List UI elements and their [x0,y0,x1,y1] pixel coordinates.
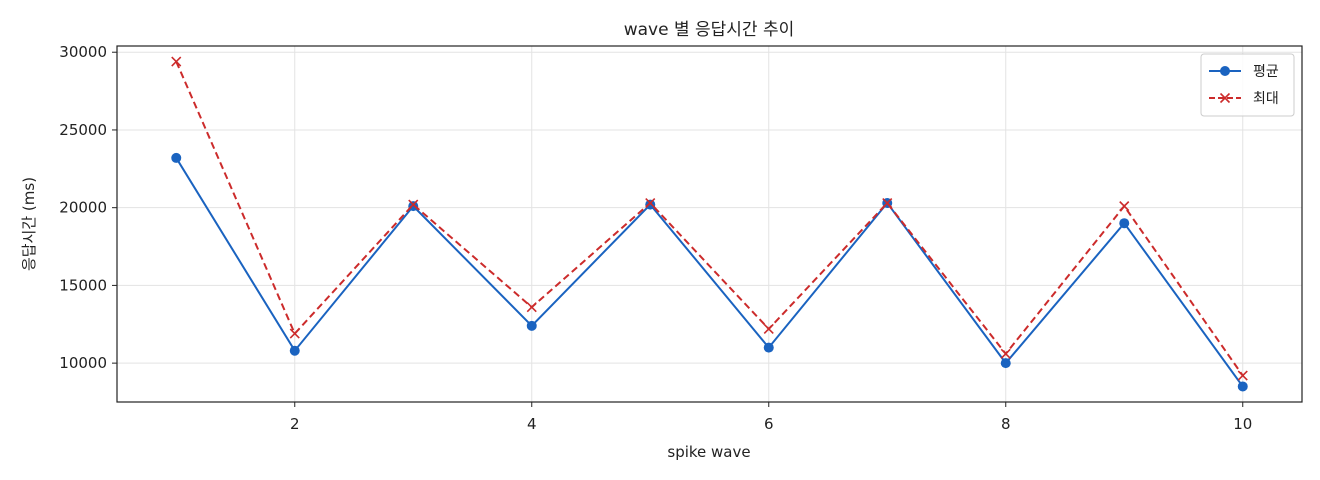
axes: 2 4 6 8 10 10000 15000 20000 25000 30000 [59,43,1252,433]
data-point [645,199,656,210]
data-point [289,328,300,339]
data-point [526,302,537,313]
plot-frame [116,45,1303,403]
data-point [1119,201,1130,212]
legend-item: 최대 [1209,91,1279,107]
data-point [171,56,182,67]
data-point [1237,370,1248,381]
y-tick-label: 20000 [59,199,107,217]
x-tick-label: 8 [1001,415,1011,433]
data-point [1237,381,1248,392]
data-point [1000,358,1011,369]
x-tick-label: 10 [1233,415,1252,433]
data-point [1119,218,1130,229]
x-tick-label: 2 [290,415,300,433]
legend-label: 평균 [1253,64,1279,80]
legend-box [1200,53,1295,117]
legend-swatch-marker [1220,66,1230,76]
x-marker-stroke [289,328,300,339]
data-point [882,197,893,209]
series [171,56,1248,392]
y-tick-label: 15000 [59,276,107,294]
data-point [526,320,537,331]
data-point [763,323,774,335]
x-marker-stroke [1000,348,1011,359]
y-tick-label: 30000 [59,43,107,61]
x-marker-stroke [171,56,182,67]
x-tick-label: 6 [764,415,774,433]
series-line [175,157,1244,388]
x-marker-stroke [1237,370,1248,381]
legend-label: 최대 [1253,91,1279,107]
series-line [175,61,1244,377]
x-axis-label: spike wave [667,443,750,461]
y-axis-label: 응답시간 (ms) [20,177,38,271]
chart-title: wave 별 응답시간 추이 [624,20,795,40]
series-1 [171,152,1248,392]
x-marker-stroke [882,197,893,209]
data-point [1000,348,1011,359]
y-tick-label: 25000 [59,121,107,139]
data-point [408,199,419,210]
x-marker-stroke [763,323,774,335]
data-point [289,345,300,356]
data-point [171,152,182,163]
x-marker-stroke [408,199,419,210]
x-marker-stroke [645,197,656,209]
series-2 [171,56,1248,381]
x-marker-stroke [1219,92,1231,104]
x-tick-label: 4 [527,415,537,433]
x-marker-stroke [526,302,537,313]
grid [117,46,1302,402]
legend-swatch-marker [1219,92,1231,104]
data-point [645,197,656,209]
data-point [763,342,774,353]
y-tick-label: 10000 [59,354,107,372]
legend-item: 평균 [1209,64,1279,80]
x-marker-stroke [1119,201,1130,212]
